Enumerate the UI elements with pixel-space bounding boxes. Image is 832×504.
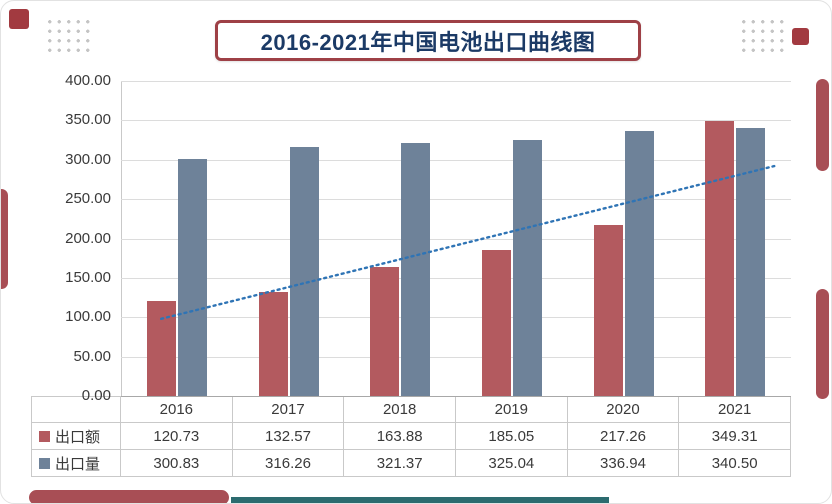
- x-axis-line: [121, 396, 791, 397]
- table-value-cell: 163.88: [344, 423, 456, 450]
- decor-bar-bottom-teal: [231, 497, 609, 503]
- table-value-cell: 349.31: [679, 423, 791, 450]
- y-axis-tick-label: 200.00: [65, 229, 111, 247]
- chart-title-box: 2016-2021年中国电池出口曲线图: [215, 20, 641, 61]
- bar-export-volume-2019: [512, 140, 542, 396]
- bar-export-value-2019: [481, 250, 511, 396]
- decor-pill-right-bottom: [816, 289, 829, 399]
- bar-export-volume-2020: [624, 130, 654, 396]
- gridline: [121, 277, 791, 279]
- year-label-2021: 2021: [679, 396, 791, 423]
- bar-export-value-2020: [593, 224, 623, 396]
- decor-dot-grid-top-left: [45, 17, 93, 57]
- decor-pill-right-top: [816, 79, 829, 171]
- bar-export-value-2018: [370, 266, 400, 396]
- series-name: 出口额: [55, 428, 101, 446]
- table-corner-cell: [31, 396, 121, 423]
- year-label-2020: 2020: [567, 396, 680, 423]
- bar-export-volume-2021: [736, 127, 766, 396]
- gridline: [121, 238, 791, 240]
- decor-square-top-left: [9, 9, 29, 29]
- data-table: 2016 2017 2018 2019 2020 2021 出口额 120.73 132.57 1…: [31, 396, 791, 477]
- table-value-cell: 316.26: [232, 450, 345, 477]
- legend-row-label: 出口额: [31, 423, 121, 450]
- bar-export-volume-2016: [177, 159, 207, 396]
- year-label-2016: 2016: [121, 396, 233, 423]
- bar-export-volume-2018: [401, 142, 431, 396]
- bar-export-volume-2017: [289, 146, 319, 396]
- legend-swatch: [39, 430, 50, 442]
- chart-title: 2016-2021年中国电池出口曲线图: [260, 29, 596, 55]
- legend-swatch: [39, 457, 50, 469]
- y-axis-tick-label: 300.00: [65, 150, 111, 168]
- decor-dot-grid-top-right: [739, 17, 787, 57]
- table-value-cell: 120.73: [121, 423, 233, 450]
- bar-export-value-2021: [705, 120, 735, 396]
- y-axis-tick-label: 100.00: [65, 308, 111, 326]
- table-value-cell: 336.94: [567, 450, 680, 477]
- gridline: [121, 317, 791, 319]
- table-value-cell: 217.26: [567, 423, 680, 450]
- y-axis-tick-label: 350.00: [65, 111, 111, 129]
- series-name: 出口量: [55, 455, 101, 473]
- year-label-2017: 2017: [232, 396, 345, 423]
- table-value-cell: 185.05: [455, 423, 568, 450]
- y-axis-tick-label: 50.00: [73, 347, 111, 365]
- y-axis-tick-label: 250.00: [65, 190, 111, 208]
- gridline: [121, 81, 791, 82]
- table-value-cell: 132.57: [232, 423, 345, 450]
- year-label-2019: 2019: [455, 396, 568, 423]
- bar-export-value-2016: [146, 300, 176, 396]
- y-axis-tick-label: 150.00: [65, 268, 111, 286]
- table-value-cell: 325.04: [455, 450, 568, 477]
- year-label-2018: 2018: [344, 396, 456, 423]
- gridline: [121, 356, 791, 358]
- decor-bar-bottom-maroon: [29, 490, 229, 503]
- gridline: [121, 159, 791, 161]
- gridline: [121, 199, 791, 201]
- table-value-cell: 340.50: [679, 450, 791, 477]
- table-value-cell: 321.37: [344, 450, 456, 477]
- gridline: [121, 120, 791, 122]
- legend-row-label: 出口量: [31, 450, 121, 477]
- decor-square-top-right: [792, 28, 809, 45]
- decor-pill-left: [1, 189, 8, 289]
- table-value-cell: 300.83: [121, 450, 233, 477]
- y-axis-tick-label: 0.00: [81, 387, 111, 404]
- y-axis-tick-label: 400.00: [65, 72, 111, 89]
- bar-export-value-2017: [258, 291, 288, 396]
